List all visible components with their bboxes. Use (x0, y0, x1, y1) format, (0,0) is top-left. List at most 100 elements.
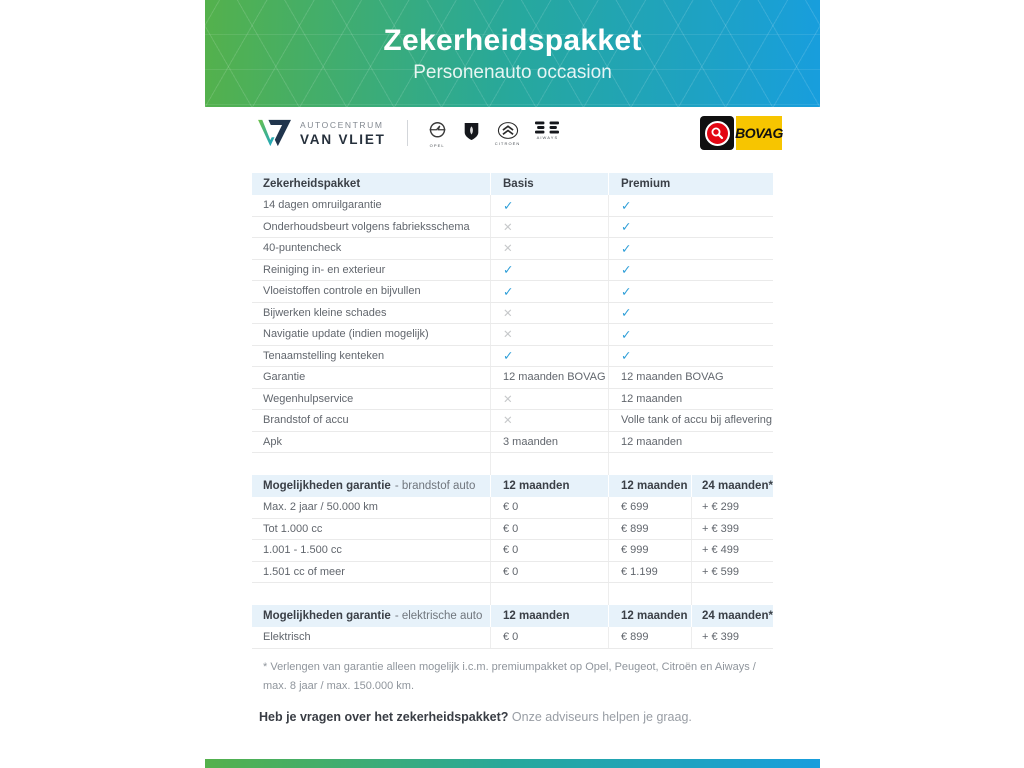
brand-caption: AIWAYS (536, 135, 559, 140)
check-icon: ✓ (621, 306, 632, 321)
opel-icon (429, 122, 446, 138)
brand-logo-peugeot (463, 121, 480, 143)
header-col: 24 maanden* (691, 475, 773, 497)
electric-table-title-rest: - elektrische auto (394, 610, 483, 622)
check-icon: ✓ (621, 241, 632, 256)
question-rest: Onze adviseurs helpen je graag. (511, 710, 692, 724)
triangle-pattern (205, 0, 820, 107)
cross-icon: ✕ (503, 243, 513, 256)
price-cell: € 0 (490, 518, 608, 539)
check-icon: ✓ (621, 284, 632, 299)
basis-cell: ✓ (490, 259, 608, 280)
fuel-table-body: Max. 2 jaar / 50.000 km € 0 € 699 + € 299 To… (252, 497, 773, 583)
table-row: Vloeistoffen controle en bijvullen ✓ ✓ (252, 281, 773, 303)
table-row: Tenaamstelling kenteken ✓ ✓ (252, 345, 773, 367)
price-cell: € 699 (608, 497, 691, 518)
row-label: Tenaamstelling kenteken (263, 349, 385, 362)
row-label: Max. 2 jaar / 50.000 km (263, 501, 378, 514)
table-row: Garantie 12 maanden BOVAG 12 maanden BOVAG (252, 367, 773, 389)
premium-cell: ✓ (608, 345, 773, 366)
row-label: 1.001 - 1.500 cc (263, 544, 342, 557)
table-row: Onderhoudsbeurt volgens fabrieksschema ✕ ✓ (252, 216, 773, 238)
premium-cell: ✓ (608, 216, 773, 237)
electric-table-header: Mogelijkheden garantie - elektrische aut… (252, 605, 773, 627)
table-row: Max. 2 jaar / 50.000 km € 0 € 699 + € 299 (252, 497, 773, 519)
premium-cell: 12 maanden (608, 388, 773, 409)
price-cell: + € 299 (691, 497, 773, 518)
logo-bar: AUTOCENTRUM VAN VLIET OPEL (205, 112, 820, 154)
premium-cell: ✓ (608, 302, 773, 323)
premium-cell: ✓ (608, 259, 773, 280)
electric-table-title: Mogelijkheden garantie - elektrische aut… (252, 605, 490, 627)
table-row: Apk 3 maanden 12 maanden (252, 431, 773, 453)
price-cell: € 899 (608, 518, 691, 539)
dealer-name-top: AUTOCENTRUM (300, 119, 384, 130)
table-row: Wegenhulpservice ✕ 12 maanden (252, 388, 773, 410)
premium-cell: 12 maanden BOVAG (608, 367, 773, 388)
header-col: 12 maanden (490, 475, 608, 497)
divider (406, 120, 408, 146)
dealer-logo: AUTOCENTRUM VAN VLIET (257, 117, 386, 149)
table-row: 40-puntencheck ✕ ✓ (252, 238, 773, 260)
row-label: Apk (263, 435, 282, 448)
check-icon: ✓ (621, 327, 632, 342)
row-label: 1.501 cc of meer (263, 565, 345, 578)
bovag-label: BOVAG (735, 125, 783, 141)
check-icon: ✓ (621, 198, 632, 213)
dealer-name: AUTOCENTRUM VAN VLIET (300, 120, 386, 147)
row-label: Navigatie update (indien mogelijk) (263, 328, 429, 341)
page-title: Zekerheidspakket (383, 23, 642, 57)
table-spacer (252, 453, 773, 475)
row-label: Onderhoudsbeurt volgens fabrieksschema (263, 220, 470, 233)
price-cell: € 1.199 (608, 561, 691, 582)
comparison-table-body: 14 dagen omruilgarantie ✓ ✓ Onderhoudsbeurt… (252, 195, 773, 453)
cross-icon: ✕ (503, 415, 513, 428)
basis-cell: ✕ (490, 410, 608, 431)
row-label: Elektrisch (263, 631, 311, 644)
fuel-table-title: Mogelijkheden garantie - brandstof auto (252, 475, 490, 497)
dealer-name-bottom: VAN VLIET (300, 131, 386, 147)
table-spacer (252, 583, 773, 605)
header-col: 24 maanden* (691, 605, 773, 627)
premium-cell: Volle tank of accu bij aflevering (608, 410, 773, 431)
basis-cell: 12 maanden BOVAG (490, 367, 608, 388)
price-cell: € 0 (490, 561, 608, 582)
basis-cell: ✓ (490, 281, 608, 302)
basis-cell: ✓ (490, 195, 608, 216)
header-col: 12 maanden (608, 605, 691, 627)
brand-logo-citroen: CITROËN (495, 121, 521, 146)
peugeot-icon (464, 123, 479, 140)
premium-cell: ✓ (608, 238, 773, 259)
citroen-icon (497, 122, 518, 139)
row-label: Vloeistoffen controle en bijvullen (263, 285, 421, 298)
bovag-logo: BOVAG (700, 116, 783, 150)
electric-table-body: Elektrisch € 0 € 899 + € 399 (252, 627, 773, 649)
price-cell: € 999 (608, 540, 691, 561)
price-cell: € 0 (490, 497, 608, 518)
bovag-wordmark: BOVAG (735, 116, 783, 150)
row-label: Garantie (263, 371, 306, 384)
check-icon: ✓ (621, 220, 632, 235)
table-row: 1.001 - 1.500 cc € 0 € 999 + € 499 (252, 540, 773, 562)
row-label: Bijwerken kleine schades (263, 306, 387, 319)
cross-icon: ✕ (503, 393, 513, 406)
premium-cell: 12 maanden (608, 431, 773, 452)
premium-cell: ✓ (608, 195, 773, 216)
brand-caption: CITROËN (494, 141, 521, 146)
price-cell: + € 399 (691, 518, 773, 539)
table-row: Tot 1.000 cc € 0 € 899 + € 399 (252, 518, 773, 540)
table-row: Bijwerken kleine schades ✕ ✓ (252, 302, 773, 324)
price-cell: € 899 (608, 627, 691, 648)
price-cell: + € 599 (691, 561, 773, 582)
cross-icon: ✕ (503, 221, 513, 234)
check-icon: ✓ (503, 284, 514, 299)
check-icon: ✓ (503, 349, 514, 364)
table-row: Brandstof of accu ✕ Volle tank of accu bij… (252, 410, 773, 432)
fuel-table-title-bold: Mogelijkheden garantie (263, 480, 391, 492)
header-col: 12 maanden (608, 475, 691, 497)
banner: Zekerheidspakket Personenauto occasion (205, 0, 820, 107)
row-label: Tot 1.000 cc (263, 522, 323, 535)
basis-cell: ✕ (490, 324, 608, 345)
question-bold: Heb je vragen over het zekerheidspakket? (259, 710, 509, 724)
cross-icon: ✕ (503, 329, 513, 342)
